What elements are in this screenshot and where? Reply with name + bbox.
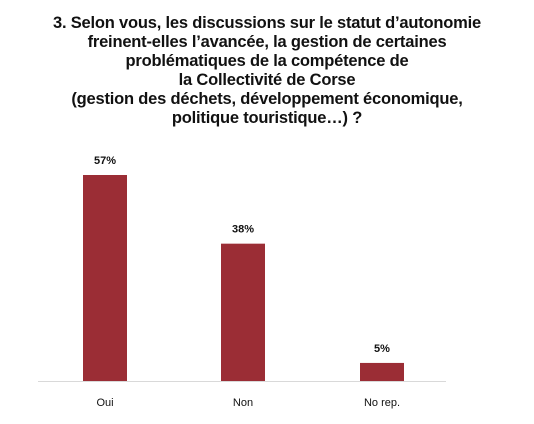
bar <box>83 175 127 381</box>
data-label: 38% <box>232 224 254 236</box>
chart-title: 3. Selon vous, les discussions sur le st… <box>0 14 534 128</box>
chart-title-line: politique touristique…) ? <box>171 109 363 127</box>
chart-title-line: problématiques de la compétence de <box>125 52 409 70</box>
chart-title-line: (gestion des déchets, développement écon… <box>71 90 463 108</box>
bar <box>221 243 265 381</box>
bar <box>360 362 404 381</box>
chart-title-line: 3. Selon vous, les discussions sur le st… <box>53 14 481 32</box>
data-label: 57% <box>94 155 116 167</box>
chart-title-line: freinent-elles l’avancée, la gestion de … <box>87 33 447 51</box>
x-tick-label: Oui <box>96 397 113 409</box>
x-tick-label: No rep. <box>364 397 400 409</box>
chart-title-line: la Collectivité de Corse <box>178 71 356 89</box>
data-label: 5% <box>374 343 390 355</box>
x-tick-label: Non <box>233 397 253 409</box>
